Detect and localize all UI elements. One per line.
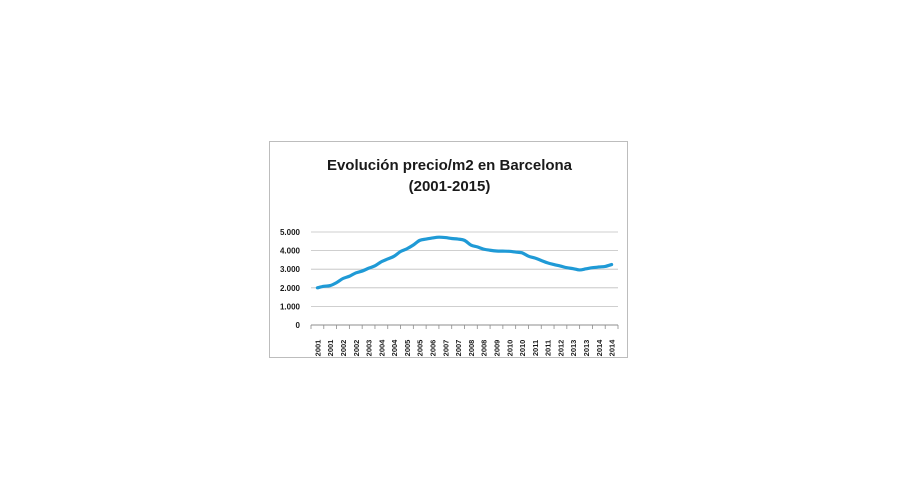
x-tick-label: 2004	[377, 339, 386, 357]
x-tick-label: 2014	[595, 339, 604, 357]
series-line-0	[315, 235, 614, 290]
x-tick-label: 2008	[480, 340, 489, 357]
x-tick-label: 2008	[467, 340, 476, 357]
y-tick-label: 0	[296, 321, 301, 330]
y-tick-label: 1.000	[280, 302, 301, 311]
y-tick-label: 5.000	[280, 228, 301, 237]
x-tick-label: 2013	[569, 340, 578, 357]
x-tick-label: 2014	[608, 339, 617, 357]
x-tick-label: 2005	[403, 340, 412, 357]
y-tick-label: 3.000	[280, 265, 301, 274]
x-tick-label: 2002	[339, 340, 348, 357]
x-tick-label: 2001	[326, 340, 335, 357]
x-tick-label: 2003	[365, 340, 374, 357]
line-chart: Evolución precio/m2 en Barcelona (2001-2…	[280, 157, 619, 356]
y-tick-label: 4.000	[280, 247, 301, 256]
tick-labels: 0 1.000 2.000 3.000 4.000 5.000 2001 2001 2002 20…	[280, 228, 617, 356]
x-tick-label: 2001	[313, 340, 322, 357]
x-tick-label: 2012	[556, 340, 565, 357]
chart-title-line-1: Evolución precio/m2 en Barcelona	[327, 157, 573, 174]
x-tick-label: 2005	[416, 340, 425, 357]
chart-frame: Evolución precio/m2 en Barcelona (2001-2…	[269, 141, 628, 358]
x-tick-label: 2004	[390, 339, 399, 357]
axes	[310, 324, 619, 329]
x-tick-label: 2002	[352, 340, 361, 357]
x-tick-label: 2007	[454, 340, 463, 357]
x-tick-label: 2013	[582, 340, 591, 357]
chart-title-line-2: (2001-2015)	[409, 178, 491, 195]
x-tick-label: 2006	[429, 340, 438, 357]
y-tick-label: 2.000	[280, 284, 301, 293]
x-tick-label: 2009	[492, 340, 501, 357]
series-layer	[315, 235, 614, 290]
x-tick-label: 2010	[518, 340, 527, 357]
x-tick-label: 2011	[544, 340, 553, 356]
x-tick-label: 2011	[531, 340, 540, 356]
gridlines	[311, 231, 618, 307]
x-tick-label: 2010	[505, 340, 514, 357]
x-tick-label: 2007	[441, 340, 450, 357]
